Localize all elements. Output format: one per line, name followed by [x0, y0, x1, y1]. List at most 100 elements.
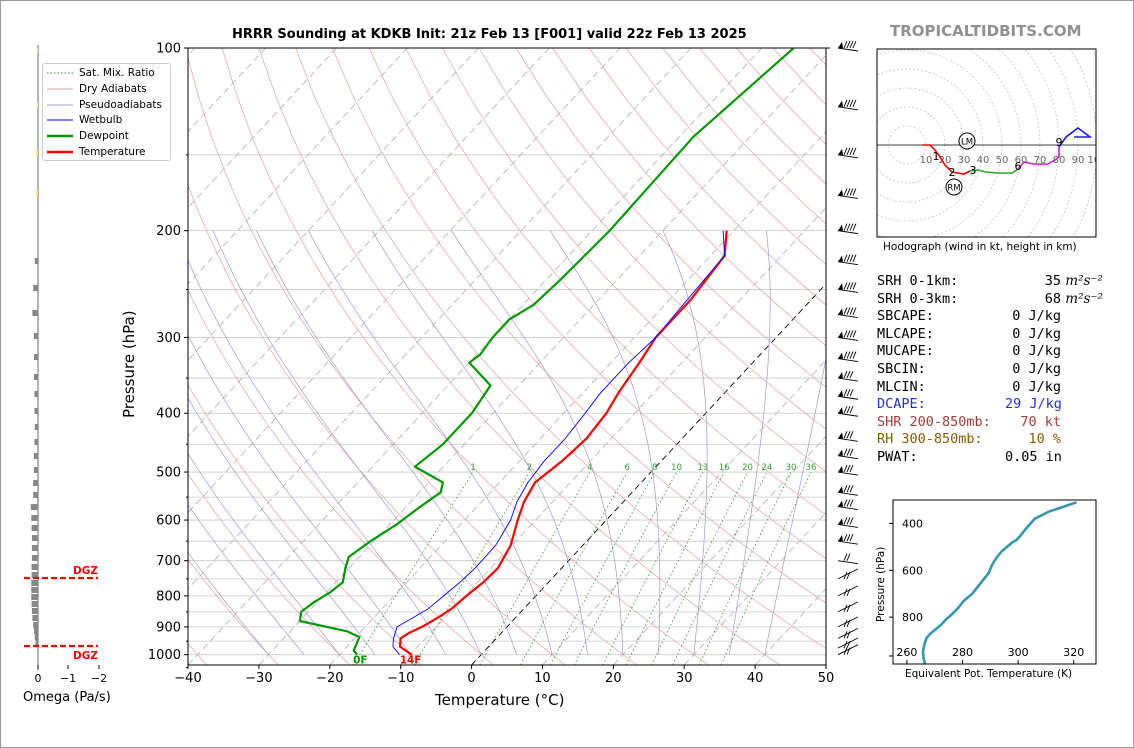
hodograph-ring-label: 90	[1072, 155, 1085, 166]
barb-pennant	[838, 486, 843, 493]
y-tick-label: 600	[156, 514, 181, 529]
dry-adiabat	[188, 384, 422, 665]
wind-barb	[837, 223, 859, 235]
wind-barb	[837, 601, 859, 613]
barb-pennant	[838, 372, 843, 379]
barb-flag	[849, 188, 854, 196]
mixing-ratio-label: 16	[719, 463, 730, 473]
barb-flag	[843, 448, 848, 456]
stat-value: 0 J/kg	[1012, 325, 1061, 342]
x-tick-label: 50	[818, 671, 835, 686]
omega-bar	[34, 439, 38, 445]
sounding-parameters: SRH 0-1km: 35 m²s⁻² SRH 0-3km: 68 m²s⁻² SBCA…	[877, 273, 1103, 467]
barb-flag	[852, 330, 857, 338]
omega-bar	[31, 572, 38, 578]
omega-bar	[30, 504, 38, 510]
y-tick-label: 100	[156, 42, 181, 57]
mixing-ratio-label: 20	[742, 463, 753, 473]
barb-flag	[843, 330, 848, 338]
x-tick-label: 0	[467, 671, 475, 686]
hodograph-segment	[922, 144, 971, 175]
theta-e-x-label: Equivalent Pot. Temperature (K)	[905, 668, 1073, 680]
stat-value: 0 J/kg	[1012, 308, 1061, 325]
stat-unit: m²s⁻²	[1061, 290, 1103, 307]
barb-staff	[837, 540, 859, 545]
hodograph-trace: 12 3 6 9 LM RM	[922, 127, 1093, 196]
omega-bar	[37, 102, 38, 108]
barb-flag	[852, 40, 857, 49]
omega-bar	[37, 47, 38, 53]
hodograph-ring-label: 80	[1053, 155, 1066, 166]
theta-e-axes: 260 280 300 320 400 600 800	[889, 517, 1084, 664]
isotherm	[258, 54, 826, 665]
isotherm	[188, 48, 550, 437]
hodograph-height-label: 3	[970, 164, 977, 177]
legend-entry: Dewpoint	[47, 129, 129, 143]
wind-barb	[837, 389, 859, 400]
omega-panel: DGZ DGZ 0 −1 −2	[24, 45, 107, 685]
barb-flag	[846, 406, 851, 414]
isotherm	[188, 48, 692, 590]
wind-barb	[837, 448, 859, 460]
barb-flag	[849, 307, 854, 315]
hodograph-ring-label: 70	[1034, 155, 1047, 166]
stat-row: MLCIN: 0 J/kg	[877, 379, 1103, 397]
x-tick-label: −20	[316, 671, 343, 686]
barb-flag	[846, 370, 851, 379]
wind-barb	[837, 499, 859, 511]
stat-value: 35	[1044, 273, 1061, 289]
legend-swatch	[47, 72, 73, 74]
stat-label: MUCAPE:	[877, 343, 934, 360]
wind-barb	[837, 568, 859, 580]
hodograph-ring-label: 30	[958, 155, 971, 166]
hodograph-ring-label: 20	[939, 155, 952, 166]
hodograph-ring-label: 40	[977, 155, 990, 166]
omega-axis-label: Omega (Pa/s)	[23, 690, 111, 705]
pseudoadiabat	[188, 259, 447, 655]
mixing-ratio-label: 24	[761, 463, 772, 473]
barb-flag	[846, 351, 851, 359]
barb-pennant	[838, 100, 843, 107]
x-tick-label: 30	[676, 671, 693, 686]
stat-row: DCAPE: 29 J/kg	[877, 396, 1103, 414]
stat-unit: m²s⁻²	[1061, 273, 1103, 289]
wind-barb	[837, 188, 859, 199]
omega-bar	[33, 622, 38, 628]
wind-barb	[837, 585, 859, 597]
wind-barb	[837, 406, 859, 417]
barb-pennant	[838, 500, 843, 507]
dry-adiabat	[188, 289, 494, 665]
barb-flag	[846, 533, 851, 542]
temperature-line	[398, 230, 728, 656]
stat-label: SBCIN:	[877, 360, 926, 377]
mixing-ratio-label: 2	[527, 463, 532, 473]
stat-value: 68	[1044, 290, 1061, 307]
barb-flag	[846, 431, 851, 439]
barb-pennant	[838, 407, 843, 414]
omega-bar	[35, 640, 38, 646]
omega-bar	[33, 480, 38, 486]
omega-tick-label: −1	[60, 672, 76, 685]
legend-swatch	[47, 134, 73, 138]
barb-flag	[843, 223, 848, 231]
barb-pennant	[838, 390, 843, 397]
wind-barb	[837, 307, 859, 318]
omega-bar	[31, 545, 38, 551]
barb-flag	[849, 431, 854, 439]
pseudoadiabat	[188, 504, 305, 655]
barb-flag	[849, 351, 854, 359]
barb-flag	[843, 254, 848, 262]
omega-bar	[34, 628, 38, 634]
x-tick-label: −30	[245, 671, 272, 686]
omega-bar	[34, 424, 38, 430]
wind-barb	[837, 644, 859, 656]
barb-pennant	[838, 432, 843, 439]
omega-bar	[37, 227, 38, 233]
barb-pennant	[838, 224, 843, 231]
barb-staff	[837, 261, 859, 266]
barb-flag	[843, 282, 848, 290]
dry-adiabat	[295, 48, 826, 649]
barb-flag	[843, 517, 848, 525]
omega-tick-label: −2	[91, 672, 107, 685]
